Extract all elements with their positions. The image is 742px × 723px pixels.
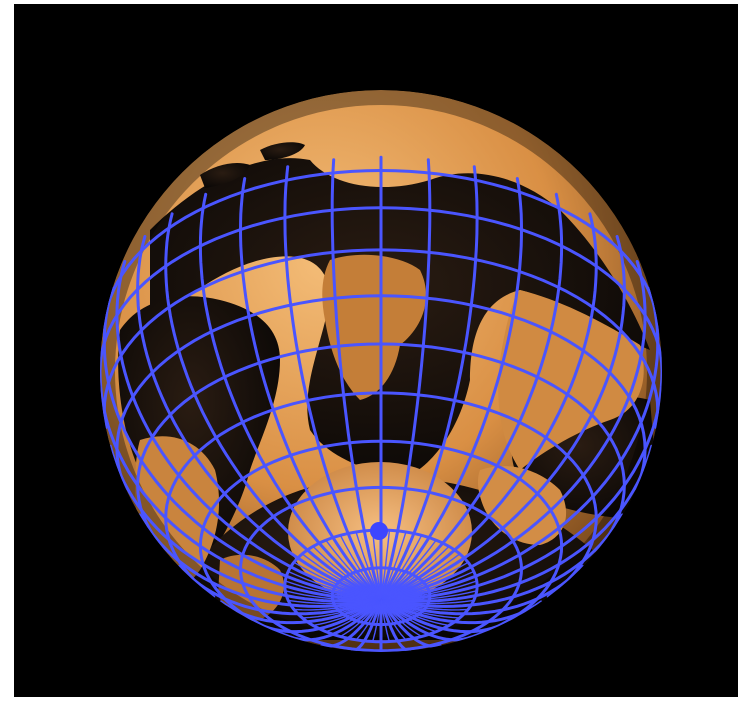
polar-ray xyxy=(380,599,423,638)
polar-ray xyxy=(363,599,382,642)
polar-ray xyxy=(380,599,475,605)
south-pole-marker xyxy=(370,522,388,540)
polar-ray xyxy=(347,599,382,640)
polar-ray xyxy=(380,590,478,601)
polar-ray xyxy=(287,599,382,605)
polar-ray xyxy=(380,530,399,601)
polar-ray xyxy=(380,575,477,601)
polar-ray xyxy=(380,599,450,627)
polar-ray xyxy=(347,532,382,601)
polar-ray xyxy=(380,599,391,643)
polar-ray xyxy=(380,599,407,641)
polar-ray xyxy=(301,599,382,619)
polar-ray xyxy=(380,539,437,601)
polar-ray xyxy=(306,599,382,623)
polar-ray xyxy=(297,557,382,601)
polar-ray xyxy=(285,594,382,603)
polar-ray xyxy=(339,534,382,601)
polar-ray xyxy=(293,599,382,611)
polar-ray xyxy=(293,561,382,601)
polar-ray xyxy=(355,531,382,601)
polar-ray xyxy=(380,532,415,601)
polar-ray xyxy=(380,553,461,601)
polar-ray xyxy=(332,599,382,635)
polar-ray xyxy=(371,599,382,643)
polar-ray xyxy=(318,542,382,601)
polar-ray xyxy=(290,566,382,601)
polar-ray xyxy=(380,585,478,601)
polar-ray xyxy=(297,599,382,615)
polar-ray xyxy=(380,531,407,601)
polar-ray xyxy=(380,599,469,611)
wireframe-grid xyxy=(100,155,662,652)
polar-ray xyxy=(380,542,444,601)
polar-ray xyxy=(284,590,382,601)
polar-ray xyxy=(318,599,382,630)
polar-ray xyxy=(380,599,415,640)
polar-ray xyxy=(380,536,430,601)
polar-ray xyxy=(290,599,382,608)
polar-ray xyxy=(332,536,382,601)
polar-ray xyxy=(380,570,475,601)
polar-ray xyxy=(355,599,382,641)
polar-ray xyxy=(380,594,477,603)
polar-ray xyxy=(363,530,382,601)
polar-ray xyxy=(284,580,382,601)
polar-ray xyxy=(371,529,382,601)
polar-ray xyxy=(380,599,444,630)
polar-ray xyxy=(306,549,382,601)
polar-ray xyxy=(380,599,465,615)
polar-ray xyxy=(380,566,472,601)
polar-ray xyxy=(285,575,382,601)
polar-ray xyxy=(312,545,382,601)
polar-ray xyxy=(284,585,382,601)
polar-ray xyxy=(325,599,382,633)
polar-ray xyxy=(312,599,382,627)
polar-ray xyxy=(380,557,465,601)
polar-ray xyxy=(380,529,391,601)
polar-ray xyxy=(287,570,382,601)
polar-ray xyxy=(380,599,430,635)
polar-ray xyxy=(325,539,382,601)
polar-ray xyxy=(380,599,461,619)
polar-ray xyxy=(380,599,456,623)
polar-ray xyxy=(380,561,469,601)
polar-ray xyxy=(380,549,456,601)
polar-ray xyxy=(380,534,423,601)
polar-ray xyxy=(380,599,437,633)
polar-ray xyxy=(380,580,478,601)
polar-ray xyxy=(339,599,382,638)
polar-ray xyxy=(380,545,450,601)
polar-ray xyxy=(301,553,382,601)
polar-ray xyxy=(380,599,472,608)
polar-ray xyxy=(380,599,399,642)
